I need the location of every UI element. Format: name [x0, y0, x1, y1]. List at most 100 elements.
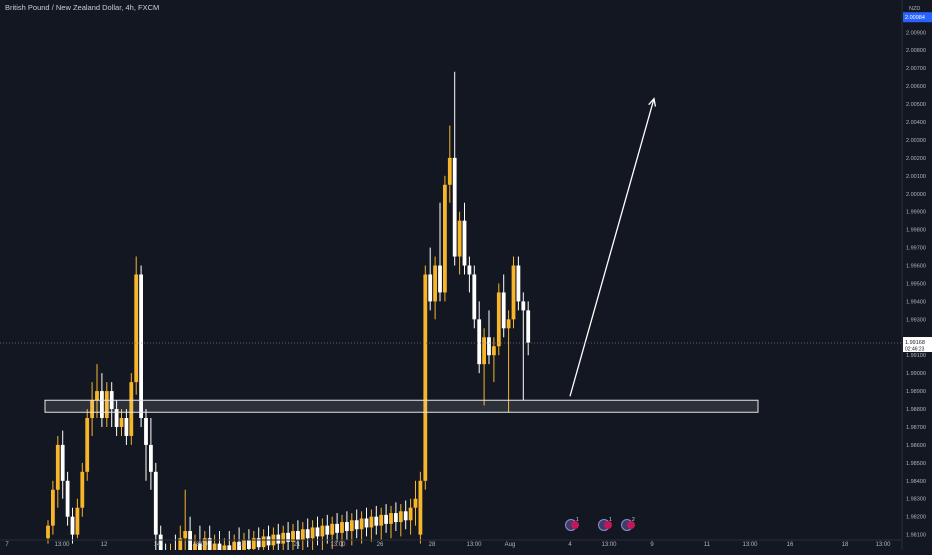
time-label: 13:00	[601, 542, 617, 548]
price-tick: 1.98900	[906, 389, 926, 395]
event-count: 2	[632, 517, 635, 523]
price-tick: 1.98800	[906, 407, 926, 413]
candle-body	[193, 543, 197, 553]
event-flags-1[interactable]: 1	[565, 517, 580, 531]
candle-body	[158, 534, 163, 555]
candle-body	[403, 511, 408, 521]
price-tick: 2.00900	[906, 30, 926, 36]
candle-body	[325, 525, 330, 535]
candle-body	[139, 274, 143, 419]
symbol-title[interactable]: British Pound / New Zealand Dollar, 4h, …	[5, 3, 160, 12]
price-tick: 1.99100	[906, 353, 926, 359]
price-tick: 1.99800	[906, 228, 926, 234]
price-tick: 1.98300	[906, 497, 926, 503]
candle-body	[153, 471, 158, 535]
time-label: 13:00	[192, 542, 208, 548]
candle-body	[320, 525, 325, 537]
event-flags-3[interactable]: 2	[621, 517, 636, 531]
price-tick: 2.00600	[906, 84, 926, 90]
candle-body	[207, 538, 212, 553]
time-label: 13:00	[875, 542, 891, 548]
time-label: 13:00	[742, 542, 758, 548]
candle-body	[134, 274, 139, 383]
candle-body	[379, 514, 384, 526]
candle-body	[418, 480, 423, 535]
price-tick: 1.98400	[906, 479, 926, 485]
candle-body	[369, 516, 374, 528]
price-tick: 1.98600	[906, 443, 926, 449]
candle-body	[408, 507, 413, 521]
candle-body	[276, 534, 281, 544]
candle-body	[80, 471, 85, 508]
candle-body	[222, 545, 227, 553]
candle-body	[144, 418, 148, 445]
support-zone-rectangle[interactable]	[44, 399, 759, 413]
countdown-label: 02:46:23	[905, 347, 925, 353]
time-label: 21	[294, 542, 301, 548]
candle-body	[85, 418, 90, 472]
candles	[46, 71, 531, 555]
annotations[interactable]	[44, 97, 759, 413]
candle-body	[286, 532, 290, 542]
candle-body	[124, 418, 129, 436]
candle-body	[521, 301, 526, 311]
time-label: 13:00	[330, 542, 346, 548]
price-axis[interactable]: 2.00900 2.00800 2.00700 2.00600 2.00500 2.004…	[901, 0, 932, 550]
candle-body	[462, 220, 467, 266]
candle-body	[237, 541, 241, 551]
candle-body	[438, 265, 442, 293]
candle-body	[384, 514, 388, 524]
price-tick: 1.99700	[906, 246, 926, 252]
time-axis[interactable]: 7 13:00 12 14 13:00 19 21 13:00 26 28 13:00 Aug 4 13:…	[0, 539, 902, 548]
candle-body	[198, 543, 202, 553]
candle-body	[232, 541, 237, 553]
candle-body	[129, 382, 134, 436]
candle-body	[349, 520, 354, 532]
event-flags-2[interactable]: 1	[598, 517, 613, 531]
time-label: 11	[704, 542, 711, 548]
candle-body	[247, 540, 251, 549]
candle-body	[55, 444, 60, 490]
candle-body	[227, 545, 232, 553]
price-tick: 2.00400	[906, 120, 926, 126]
candle-body	[482, 337, 486, 365]
price-tick: 2.00200	[906, 156, 926, 162]
candle-body	[310, 527, 315, 539]
trend-arrow[interactable]	[569, 98, 655, 397]
time-label: 19	[239, 542, 246, 548]
candle-body	[477, 319, 482, 365]
price-tick: 1.99400	[906, 299, 926, 305]
candle-body	[501, 292, 506, 329]
price-tick: 2.00500	[906, 102, 926, 108]
price-tick: 2.00000	[906, 192, 926, 198]
time-label: 28	[429, 542, 436, 548]
candle-body	[90, 400, 94, 419]
candle-body	[516, 265, 521, 302]
candle-body	[457, 220, 462, 257]
candle-body	[389, 513, 393, 524]
candle-body	[496, 292, 501, 347]
event-count: 1	[576, 517, 579, 523]
time-label: 7	[5, 542, 9, 548]
candle-body	[452, 157, 457, 257]
candle-body	[447, 157, 452, 185]
price-tick: 2.00700	[906, 66, 926, 72]
candle-body	[433, 265, 437, 302]
event-markers[interactable]: 1 1 2	[565, 517, 636, 531]
candle-body	[217, 543, 222, 553]
candle-body	[261, 536, 266, 548]
price-tick: 2.00800	[906, 48, 926, 54]
candle-body	[51, 489, 55, 526]
candle-body	[330, 523, 335, 535]
candle-body	[315, 527, 320, 537]
time-label: 13:00	[466, 542, 482, 548]
candle-body	[340, 522, 344, 533]
candle-body	[256, 538, 261, 548]
flag-dot-icon	[604, 521, 612, 529]
time-label: 9	[650, 542, 654, 548]
currency-label: NZD	[909, 6, 920, 12]
candle-body	[472, 274, 477, 320]
price-tick: 1.99500	[906, 281, 926, 287]
